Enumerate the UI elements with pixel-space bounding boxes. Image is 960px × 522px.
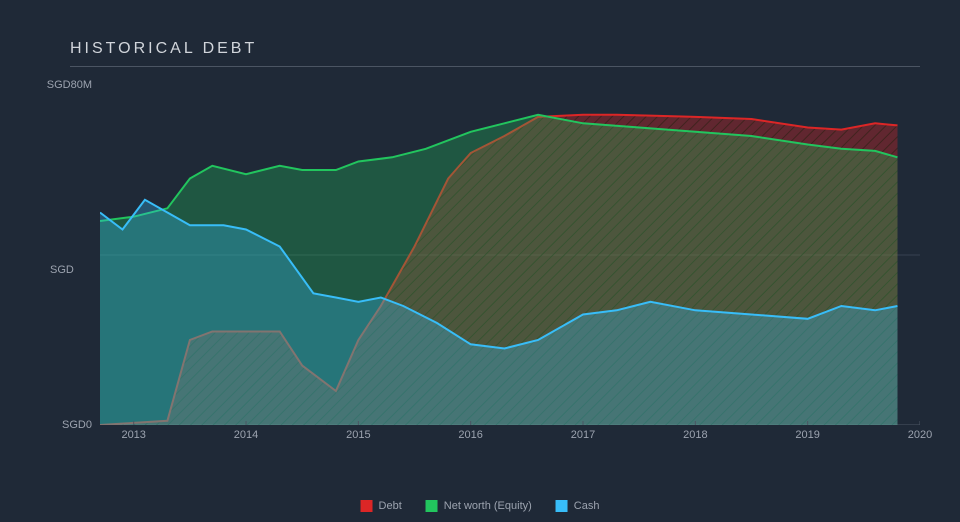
chart-container: HISTORICAL DEBT SGD SGD0 SGD80M 2013 2014 2… [0, 0, 960, 522]
legend: Debt Net worth (Equity) Cash [361, 500, 600, 512]
x-tick-label: 2020 [908, 429, 932, 441]
x-tick-label: 2017 [571, 429, 595, 441]
x-tick-label: 2018 [683, 429, 707, 441]
legend-label: Debt [379, 500, 402, 512]
x-tick-label: 2019 [795, 429, 819, 441]
chart-area: SGD SGD0SGD80M 2013201420152016201720182… [40, 85, 930, 455]
y-axis: SGD SGD0SGD80M [40, 85, 100, 455]
legend-swatch [426, 500, 438, 512]
x-tick-label: 2015 [346, 429, 370, 441]
legend-item: Debt [361, 500, 402, 512]
y-tick-label: SGD80M [47, 79, 92, 91]
chart-svg [100, 85, 920, 425]
plot-area [100, 85, 920, 425]
legend-item: Net worth (Equity) [426, 500, 532, 512]
legend-swatch [556, 500, 568, 512]
x-tick-label: 2016 [458, 429, 482, 441]
title-underline [70, 66, 920, 67]
y-axis-title: SGD [50, 264, 74, 276]
legend-item: Cash [556, 500, 600, 512]
x-tick-label: 2013 [121, 429, 145, 441]
x-tick-label: 2014 [234, 429, 258, 441]
legend-label: Net worth (Equity) [444, 500, 532, 512]
x-axis: 20132014201520162017201820192020 [100, 425, 920, 455]
legend-swatch [361, 500, 373, 512]
chart-title: HISTORICAL DEBT [70, 40, 930, 58]
y-tick-label: SGD0 [62, 419, 92, 431]
legend-label: Cash [574, 500, 600, 512]
